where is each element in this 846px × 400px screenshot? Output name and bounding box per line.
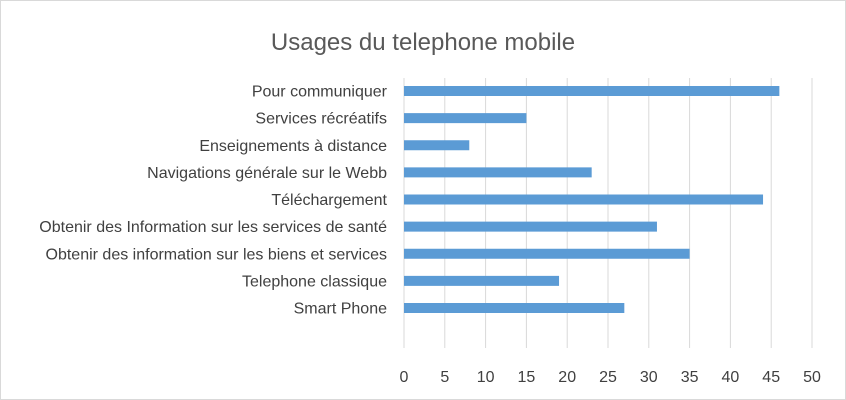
category-label: Smart Phone (294, 301, 387, 318)
bar-6 (404, 248, 690, 259)
category-label: Obtenir des information sur les biens et… (46, 246, 387, 263)
x-tick-label: 40 (722, 369, 740, 386)
x-tick-label: 50 (803, 369, 821, 386)
category-label: Pour communiquer (252, 84, 388, 101)
category-label: Services récréatifs (255, 111, 387, 128)
category-label: Telephone classique (242, 273, 387, 290)
x-tick-label: 20 (558, 369, 576, 386)
bar-8 (404, 303, 625, 313)
chart-title: Usages du telephone mobile (270, 29, 576, 56)
x-tick-label: 5 (440, 369, 449, 386)
category-label: Enseignements à distance (199, 138, 387, 155)
category-label: Navigations générale sur le Webb (147, 165, 387, 182)
x-tick-label: 25 (599, 369, 617, 386)
bar-4 (404, 194, 764, 205)
bar-1 (404, 113, 527, 124)
x-tick-label: 35 (681, 369, 699, 386)
category-label: Obtenir des Information sur les services… (39, 219, 387, 236)
bar-2 (404, 140, 470, 151)
bar-5 (404, 221, 657, 232)
bar-7 (404, 275, 560, 286)
category-label: Téléchargement (271, 192, 387, 209)
bar-0 (404, 86, 780, 96)
x-tick-label: 10 (477, 369, 495, 386)
x-tick-label: 15 (518, 369, 536, 386)
bar-3 (404, 167, 592, 178)
x-tick-label: 30 (640, 369, 658, 386)
x-tick-label: 45 (762, 369, 780, 386)
x-tick-label: 0 (400, 369, 409, 386)
